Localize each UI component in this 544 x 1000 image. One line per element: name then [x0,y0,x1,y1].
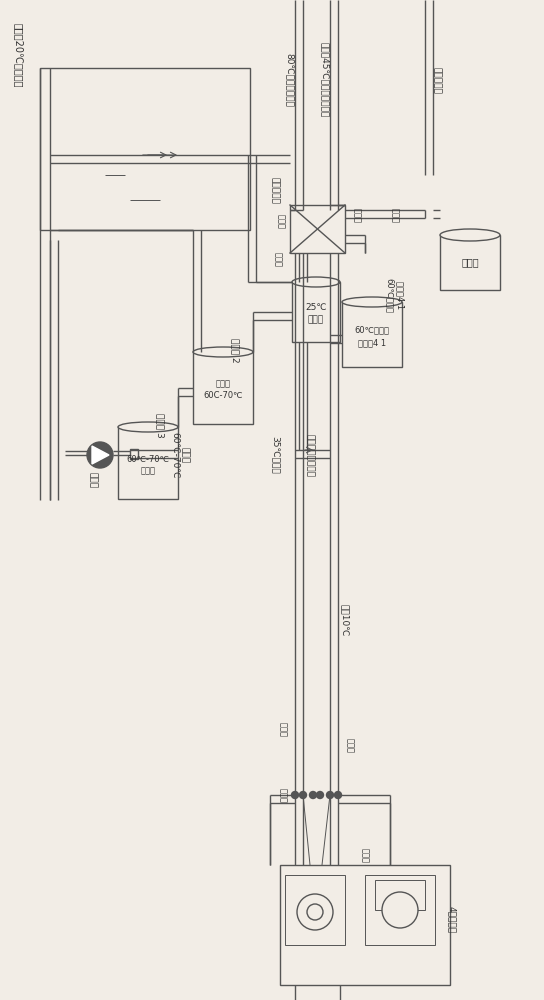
Text: 冷却水: 冷却水 [461,257,479,267]
Bar [40,68,250,230]
Bar [193,352,253,424]
Text: 工厂冷却水: 工厂冷却水 [432,67,442,93]
Text: 25℃: 25℃ [305,304,327,312]
Text: 60℃混合汁: 60℃混合汁 [355,325,390,334]
Text: 上出口: 上出口 [279,788,287,802]
Text: 60℃-70℃: 60℃-70℃ [170,432,180,478]
Circle shape [300,792,306,798]
Text: 35℃冷却水: 35℃冷却水 [270,436,280,474]
Text: 下入口: 下入口 [361,848,369,862]
Circle shape [310,792,317,798]
Circle shape [317,792,324,798]
Circle shape [326,792,333,798]
Ellipse shape [292,277,340,287]
Text: 上入口: 上入口 [279,722,287,738]
Text: 60C-70℃: 60C-70℃ [203,391,243,400]
Text: 温降到45℃的硫化炉冷却水: 温降到45℃的硫化炉冷却水 [320,42,330,118]
Text: 下入口: 下入口 [276,215,286,230]
Text: 下出口: 下出口 [353,208,362,223]
Text: 管道泵: 管道泵 [89,472,97,488]
Text: 混合汁: 混合汁 [215,379,231,388]
Text: 60℃混合汁: 60℃混合汁 [386,277,394,312]
Bar [118,427,178,499]
Text: 混合汁: 混合汁 [140,466,156,476]
Bar [365,875,435,945]
Text: 板式换热器: 板式换热器 [270,177,280,203]
Circle shape [335,792,342,798]
Text: 缓冲缔 2: 缓冲缔 2 [231,338,239,362]
Text: 4热泥主机: 4热泥主机 [448,906,456,934]
Bar [292,282,340,342]
Circle shape [292,792,299,798]
Bar [440,235,500,290]
Bar [130,449,138,459]
Ellipse shape [440,229,500,241]
Text: 80℃硫化炉冷却水: 80℃硫化炉冷却水 [286,53,294,107]
Text: 混合汁: 混合汁 [181,447,189,463]
Text: 上出口: 上出口 [391,208,399,223]
Polygon shape [92,446,109,464]
Text: 温降10℃: 温降10℃ [341,604,349,636]
Ellipse shape [342,297,402,307]
Bar [375,880,425,910]
Text: 缓冲缔4 1: 缓冲缔4 1 [358,338,386,347]
Circle shape [297,894,333,930]
Bar [285,875,345,945]
Text: 预灌吇20℃的混合汁: 预灌吇20℃的混合汁 [13,23,23,87]
Circle shape [307,904,323,920]
Ellipse shape [118,422,178,432]
Text: 混合汁: 混合汁 [308,316,324,324]
Text: 缓冲缔4 1: 缓冲缔4 1 [395,281,405,309]
Text: 进入下一级子系统: 进入下一级子系统 [306,434,314,477]
Text: 缓冲缔 3: 缓冲缔 3 [156,413,164,437]
Bar [290,205,345,253]
Bar [342,302,402,367]
Text: 下出口: 下出口 [345,738,355,752]
Text: 60℃-70℃: 60℃-70℃ [127,454,170,464]
Ellipse shape [193,347,253,357]
Circle shape [382,892,418,928]
Circle shape [87,442,113,468]
Text: 上入口: 上入口 [274,252,282,267]
Bar [280,865,450,985]
